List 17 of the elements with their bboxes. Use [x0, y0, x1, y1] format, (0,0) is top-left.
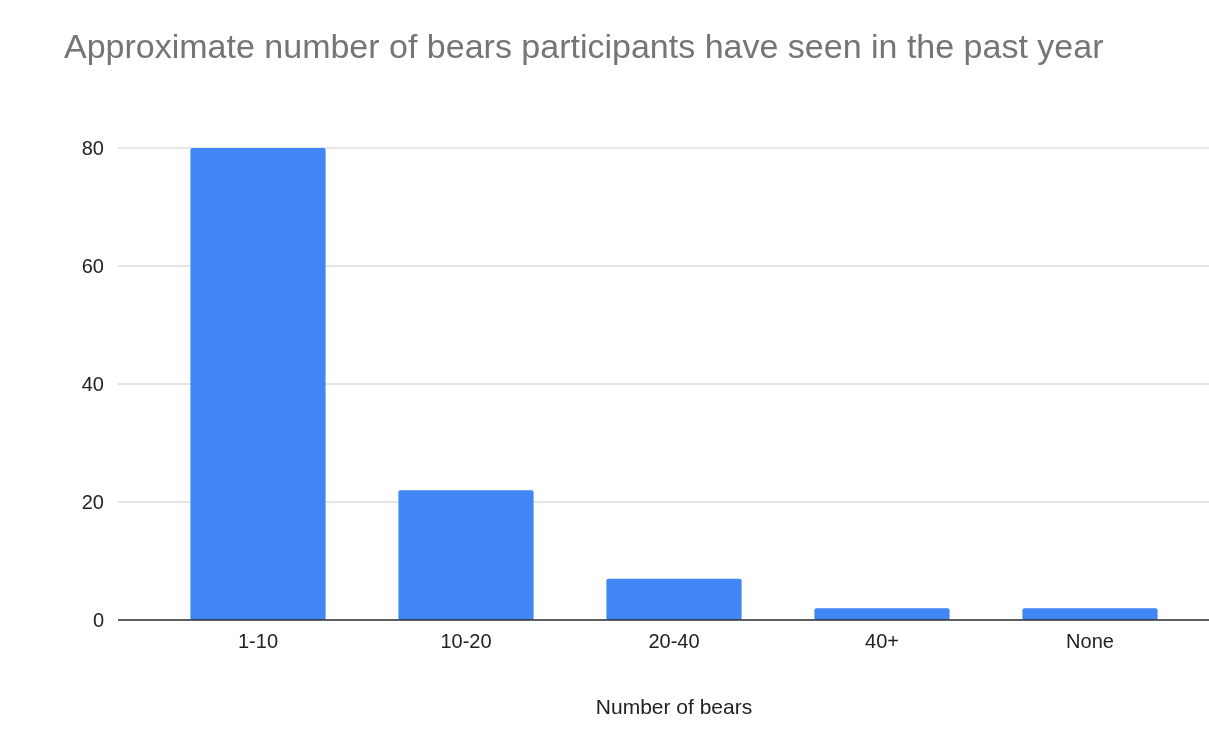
x-tick-label: 20-40 — [648, 630, 700, 653]
x-tick-label: None — [1066, 630, 1114, 653]
bar — [1022, 608, 1158, 620]
x-tick-label: 40+ — [865, 630, 899, 653]
bar — [190, 148, 326, 620]
y-tick-label: 40 — [81, 372, 104, 395]
x-axis-title: Number of bears — [595, 695, 753, 718]
x-tick-label: 10-20 — [440, 630, 492, 653]
y-tick-label: 0 — [92, 608, 104, 631]
y-tick-label: 20 — [81, 490, 104, 513]
bar — [814, 608, 950, 620]
bar — [606, 578, 742, 620]
y-tick-label: 60 — [81, 254, 104, 277]
bar — [398, 490, 534, 620]
x-tick-label: 1-10 — [237, 630, 279, 653]
chart-title: Approximate number of bears participants have seen in the past year — [64, 27, 1104, 65]
y-tick-label: 80 — [81, 136, 104, 159]
